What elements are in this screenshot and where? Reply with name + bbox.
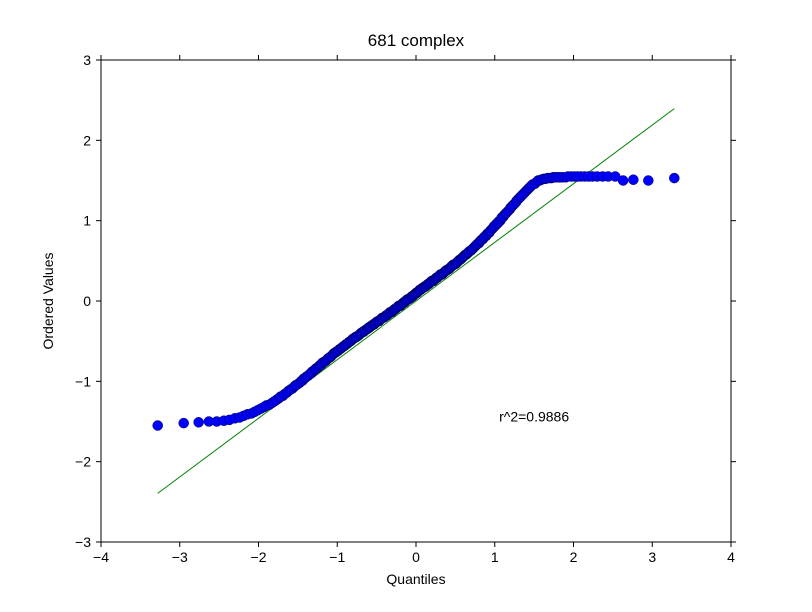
x-tick-label: −2 xyxy=(251,549,267,565)
y-axis-label: Ordered Values xyxy=(40,252,56,349)
y-tick-label: 0 xyxy=(83,293,91,309)
x-tick-label: 1 xyxy=(491,549,499,565)
data-point xyxy=(628,175,638,185)
y-tick-label: −1 xyxy=(75,373,91,389)
y-tick-label: 1 xyxy=(83,213,91,229)
data-point xyxy=(643,176,653,186)
data-point xyxy=(194,417,204,427)
x-axis-label: Quantiles xyxy=(386,571,445,587)
y-tick-label: 2 xyxy=(83,132,91,148)
x-tick-label: −3 xyxy=(172,549,188,565)
y-tick-label: 3 xyxy=(83,52,91,68)
x-tick-label: 2 xyxy=(570,549,578,565)
qq-plot-chart: −4−3−2−101234−3−2−10123QuantilesOrdered … xyxy=(0,0,812,612)
x-tick-label: 0 xyxy=(412,549,420,565)
r-squared-annotation: r^2=0.9886 xyxy=(499,409,569,425)
data-point xyxy=(618,176,628,186)
x-tick-label: 4 xyxy=(727,549,735,565)
y-tick-label: −3 xyxy=(75,534,91,550)
data-point xyxy=(153,421,163,431)
chart-title: 681 complex xyxy=(368,31,465,50)
x-tick-label: −4 xyxy=(93,549,109,565)
chart-container: −4−3−2−101234−3−2−10123QuantilesOrdered … xyxy=(0,0,812,612)
y-tick-label: −2 xyxy=(75,454,91,470)
x-tick-label: 3 xyxy=(648,549,656,565)
data-point xyxy=(179,418,189,428)
data-point xyxy=(669,173,679,183)
x-tick-label: −1 xyxy=(329,549,345,565)
